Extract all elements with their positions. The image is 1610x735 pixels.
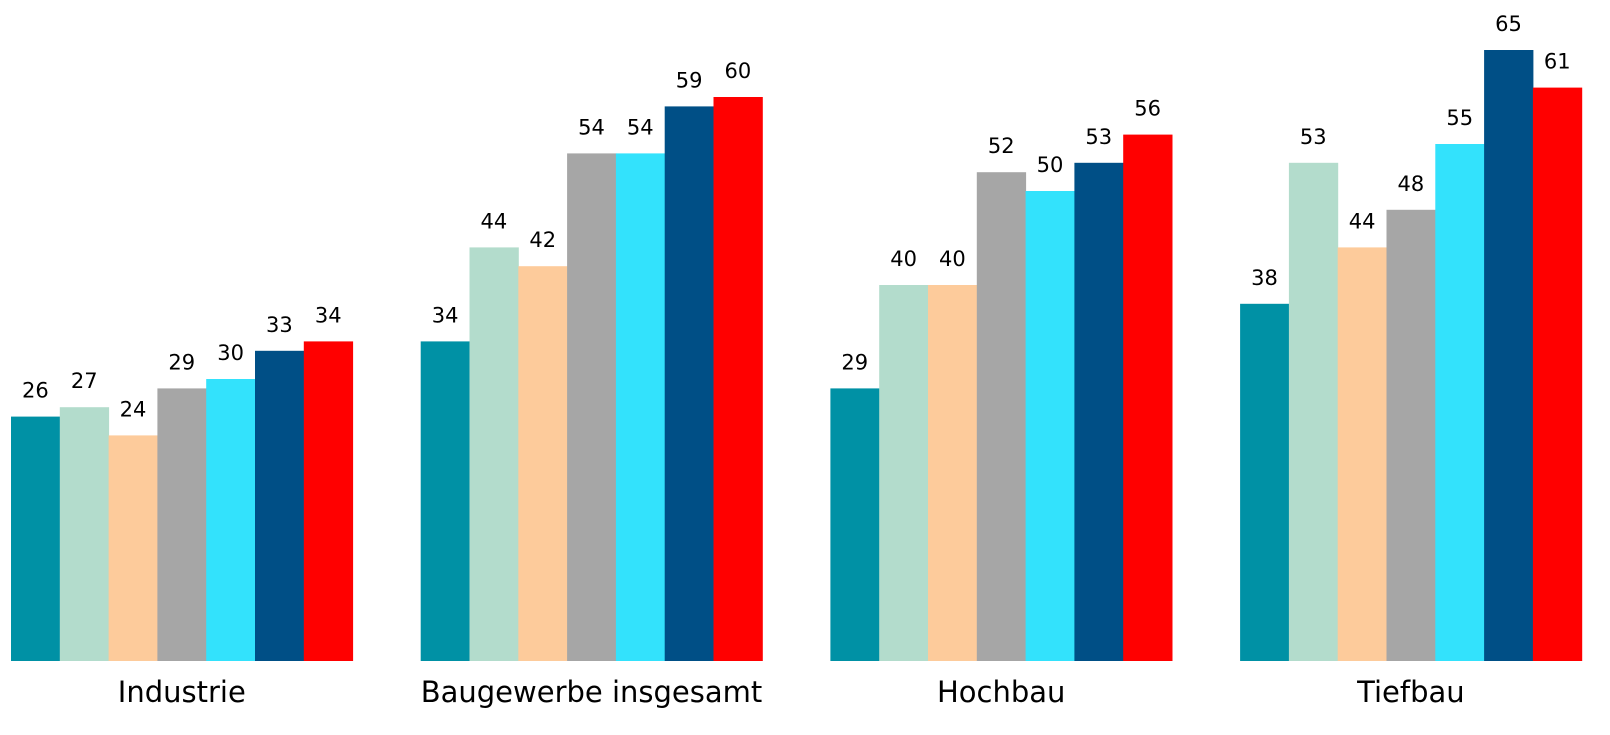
bar xyxy=(469,247,519,661)
bar xyxy=(664,106,714,661)
data-label: 56 xyxy=(1134,97,1161,121)
data-label: 29 xyxy=(841,350,868,374)
bar xyxy=(928,285,978,661)
bar xyxy=(420,341,470,661)
data-label: 24 xyxy=(120,397,147,421)
bar xyxy=(830,388,880,661)
x-tick-label: Baugewerbe insgesamt xyxy=(421,675,763,709)
data-label: 42 xyxy=(529,228,556,252)
data-label: 52 xyxy=(988,134,1015,158)
bar xyxy=(615,153,666,661)
bar xyxy=(1386,209,1436,662)
data-label: 48 xyxy=(1398,172,1425,196)
data-label: 30 xyxy=(217,341,244,365)
data-label: 55 xyxy=(1446,106,1473,130)
data-label: 34 xyxy=(315,303,342,327)
data-label: 61 xyxy=(1544,50,1571,74)
bar xyxy=(1337,247,1387,661)
bar xyxy=(879,285,929,661)
bar xyxy=(303,341,354,661)
data-label: 44 xyxy=(1349,209,1376,233)
bar xyxy=(1532,87,1583,662)
bar xyxy=(1074,162,1124,662)
bar xyxy=(976,172,1027,661)
data-label: 54 xyxy=(578,115,605,139)
bar xyxy=(713,97,763,661)
bar xyxy=(1484,50,1534,661)
bar xyxy=(255,350,305,661)
bar xyxy=(1123,134,1173,662)
bar xyxy=(59,407,110,661)
data-label: 65 xyxy=(1495,12,1522,36)
bar xyxy=(1288,162,1339,662)
bar xyxy=(518,266,568,661)
data-label: 44 xyxy=(481,209,508,233)
data-label: 53 xyxy=(1085,125,1112,149)
bar xyxy=(11,416,61,661)
data-label: 38 xyxy=(1251,266,1278,290)
bar xyxy=(206,379,256,661)
data-label: 54 xyxy=(627,115,654,139)
data-label: 40 xyxy=(890,247,917,271)
data-label: 29 xyxy=(168,350,195,374)
data-label: 50 xyxy=(1037,153,1064,177)
bar xyxy=(157,388,207,661)
data-label: 60 xyxy=(725,59,752,83)
x-tick-label: Tiefbau xyxy=(1356,675,1465,709)
data-label: 40 xyxy=(939,247,966,271)
bar xyxy=(108,435,158,661)
data-label: 34 xyxy=(432,303,459,327)
bar xyxy=(1025,191,1075,661)
x-tick-label: Hochbau xyxy=(937,675,1065,709)
bar xyxy=(1240,303,1290,661)
data-label: 53 xyxy=(1300,125,1327,149)
data-label: 26 xyxy=(22,379,49,403)
data-label: 59 xyxy=(676,68,703,92)
data-label: 33 xyxy=(266,313,293,337)
bar xyxy=(1435,144,1485,661)
data-label: 27 xyxy=(71,369,98,393)
x-tick-label: Industrie xyxy=(118,675,246,709)
bar xyxy=(567,153,617,661)
